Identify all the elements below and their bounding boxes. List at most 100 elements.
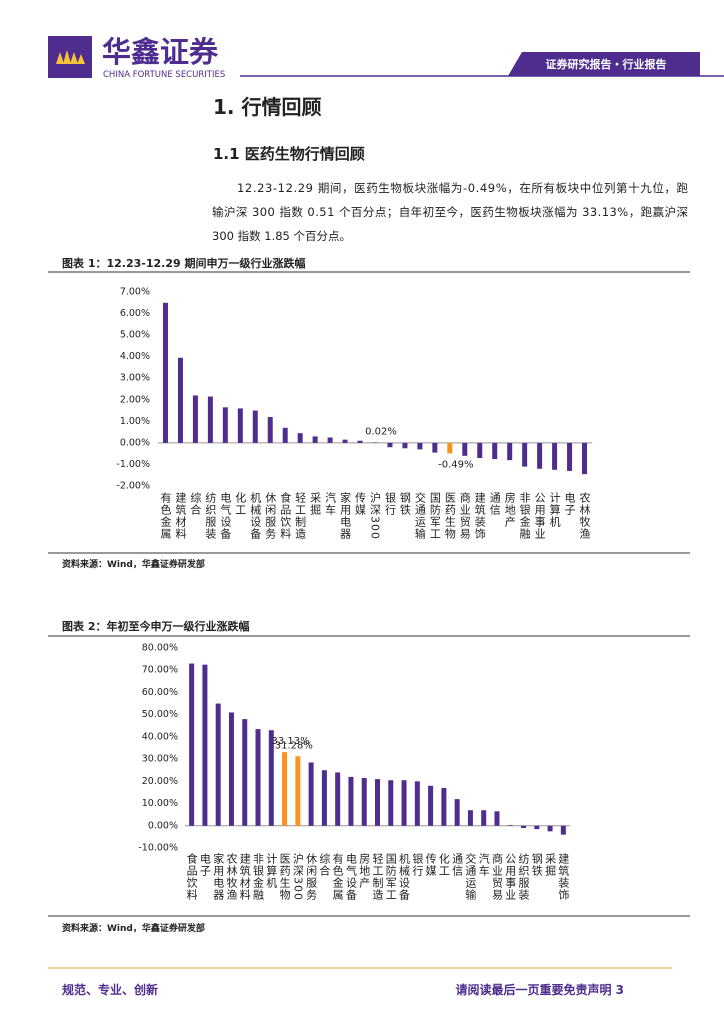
bar — [567, 442, 573, 471]
bar — [494, 811, 500, 826]
y-tick-label: 0.00% — [120, 437, 150, 448]
bar — [267, 417, 273, 443]
bar — [357, 440, 363, 443]
x-tick-label: 通信 — [451, 853, 464, 877]
bar — [215, 703, 221, 826]
bar — [522, 442, 528, 467]
x-tick-label: 机械设备 — [398, 852, 411, 901]
bar — [228, 712, 234, 826]
x-tick-label: 交通运输 — [464, 852, 477, 901]
banner — [508, 52, 700, 76]
x-tick-label: 有色金属 — [331, 852, 344, 901]
logo — [48, 36, 92, 78]
y-tick-label: 4.00% — [120, 351, 150, 362]
bar — [255, 729, 261, 826]
bar — [282, 752, 288, 826]
x-tick-label: 化工 — [437, 852, 450, 877]
footer-notice: 请阅读最后一页重要免责声明 3 — [455, 982, 624, 997]
x-tick-label: 非银金融 — [518, 492, 531, 540]
bar — [537, 442, 543, 469]
y-tick-label: 50.00% — [142, 709, 178, 720]
bar — [387, 442, 393, 448]
x-tick-label: 电气设备 — [219, 492, 232, 540]
y-tick-label: 3.00% — [120, 373, 150, 384]
bar — [192, 395, 198, 443]
x-tick-label: 纺织服装 — [204, 491, 217, 540]
bar — [342, 439, 348, 443]
x-tick-label: 国防军工 — [428, 492, 441, 540]
chart-caption: 图表 1：12.23-12.29 期间申万一级行业涨跌幅 — [62, 256, 305, 270]
x-tick-label: 医药生物 — [278, 853, 291, 901]
y-tick-label: 1.00% — [120, 416, 150, 427]
x-tick-label: 化工 — [234, 491, 247, 516]
x-tick-label: 电子 — [198, 853, 211, 877]
x-tick-label: 国防军工 — [384, 853, 397, 901]
x-tick-label: 汽车 — [324, 491, 337, 516]
bar — [297, 433, 303, 443]
x-tick-label: 通信 — [488, 492, 501, 516]
bar — [162, 302, 168, 443]
x-tick-label: 轻工制造 — [294, 491, 307, 540]
x-tick-label: 沪深300 — [291, 852, 304, 901]
bar — [454, 799, 460, 826]
bar — [295, 756, 301, 826]
x-tick-label: 采掘 — [544, 853, 557, 877]
x-tick-label: 机械设备 — [249, 491, 262, 540]
x-tick-label: 计算机 — [265, 853, 278, 889]
x-tick-label: 建筑装饰 — [557, 852, 570, 901]
y-tick-label: 10.00% — [142, 798, 178, 809]
x-tick-label: 钢铁 — [398, 492, 411, 516]
bar — [441, 788, 447, 826]
x-tick-label: 电气设备 — [344, 853, 357, 901]
x-tick-label: 食品饮料 — [185, 852, 198, 901]
bar — [207, 396, 213, 443]
bar — [308, 762, 314, 826]
bar — [312, 436, 318, 443]
bar — [361, 778, 367, 826]
x-tick-label: 医药生物 — [443, 492, 456, 540]
y-tick-label: 5.00% — [120, 330, 150, 341]
y-tick-label: 2.00% — [120, 394, 150, 405]
x-tick-label: 农林牧渔 — [225, 852, 238, 901]
bar — [492, 442, 498, 460]
y-tick-label: 70.00% — [142, 665, 178, 676]
x-tick-label: 休闲服务 — [264, 492, 277, 540]
x-tick-label: 房地产 — [358, 853, 371, 889]
bar — [560, 825, 566, 835]
bar — [447, 442, 453, 454]
x-tick-label: 建筑材料 — [174, 491, 187, 540]
paragraph-line: 300 指数 1.85 个百分点。 — [212, 229, 351, 243]
x-tick-label: 农林牧渔 — [578, 491, 591, 540]
logo-icon — [56, 50, 85, 64]
banner-text: 证券研究报告・行业报告 — [546, 57, 667, 71]
bar — [467, 810, 473, 826]
chart-source: 资料来源：Wind，华鑫证券研发部 — [62, 558, 205, 570]
bar — [417, 442, 423, 450]
bar — [268, 730, 274, 826]
x-tick-label: 钢铁 — [530, 853, 543, 877]
x-tick-label: 沪深300 — [369, 491, 382, 540]
paragraph-line: 输沪深 300 指数 0.51 个百分点；自年初至今，医药生物板块涨幅为 33.… — [212, 205, 688, 219]
x-tick-label: 食品饮料 — [279, 491, 292, 540]
bar — [202, 664, 208, 826]
bar — [507, 442, 513, 461]
chart-source: 资料来源：Wind，华鑫证券研发部 — [62, 922, 205, 934]
bar — [222, 407, 228, 443]
x-tick-label: 家用电器 — [339, 491, 352, 540]
section-subtitle: 1.1 医药生物行情回顾 — [213, 145, 365, 163]
x-tick-label: 公用事业 — [504, 853, 517, 901]
brand: 华鑫证券 — [102, 35, 219, 69]
x-tick-label: 电子 — [563, 492, 576, 516]
x-tick-label: 家用电器 — [212, 852, 225, 901]
x-tick-label: 纺织服装 — [517, 852, 530, 901]
x-tick-label: 综合 — [318, 852, 331, 877]
x-tick-label: 建筑材料 — [238, 852, 251, 901]
bar — [321, 770, 327, 826]
y-tick-label: 7.00% — [120, 287, 150, 298]
bar — [237, 408, 243, 443]
bar — [414, 781, 420, 826]
bar — [375, 779, 380, 826]
bar — [462, 442, 468, 456]
x-tick-label: 计算机 — [548, 492, 561, 528]
